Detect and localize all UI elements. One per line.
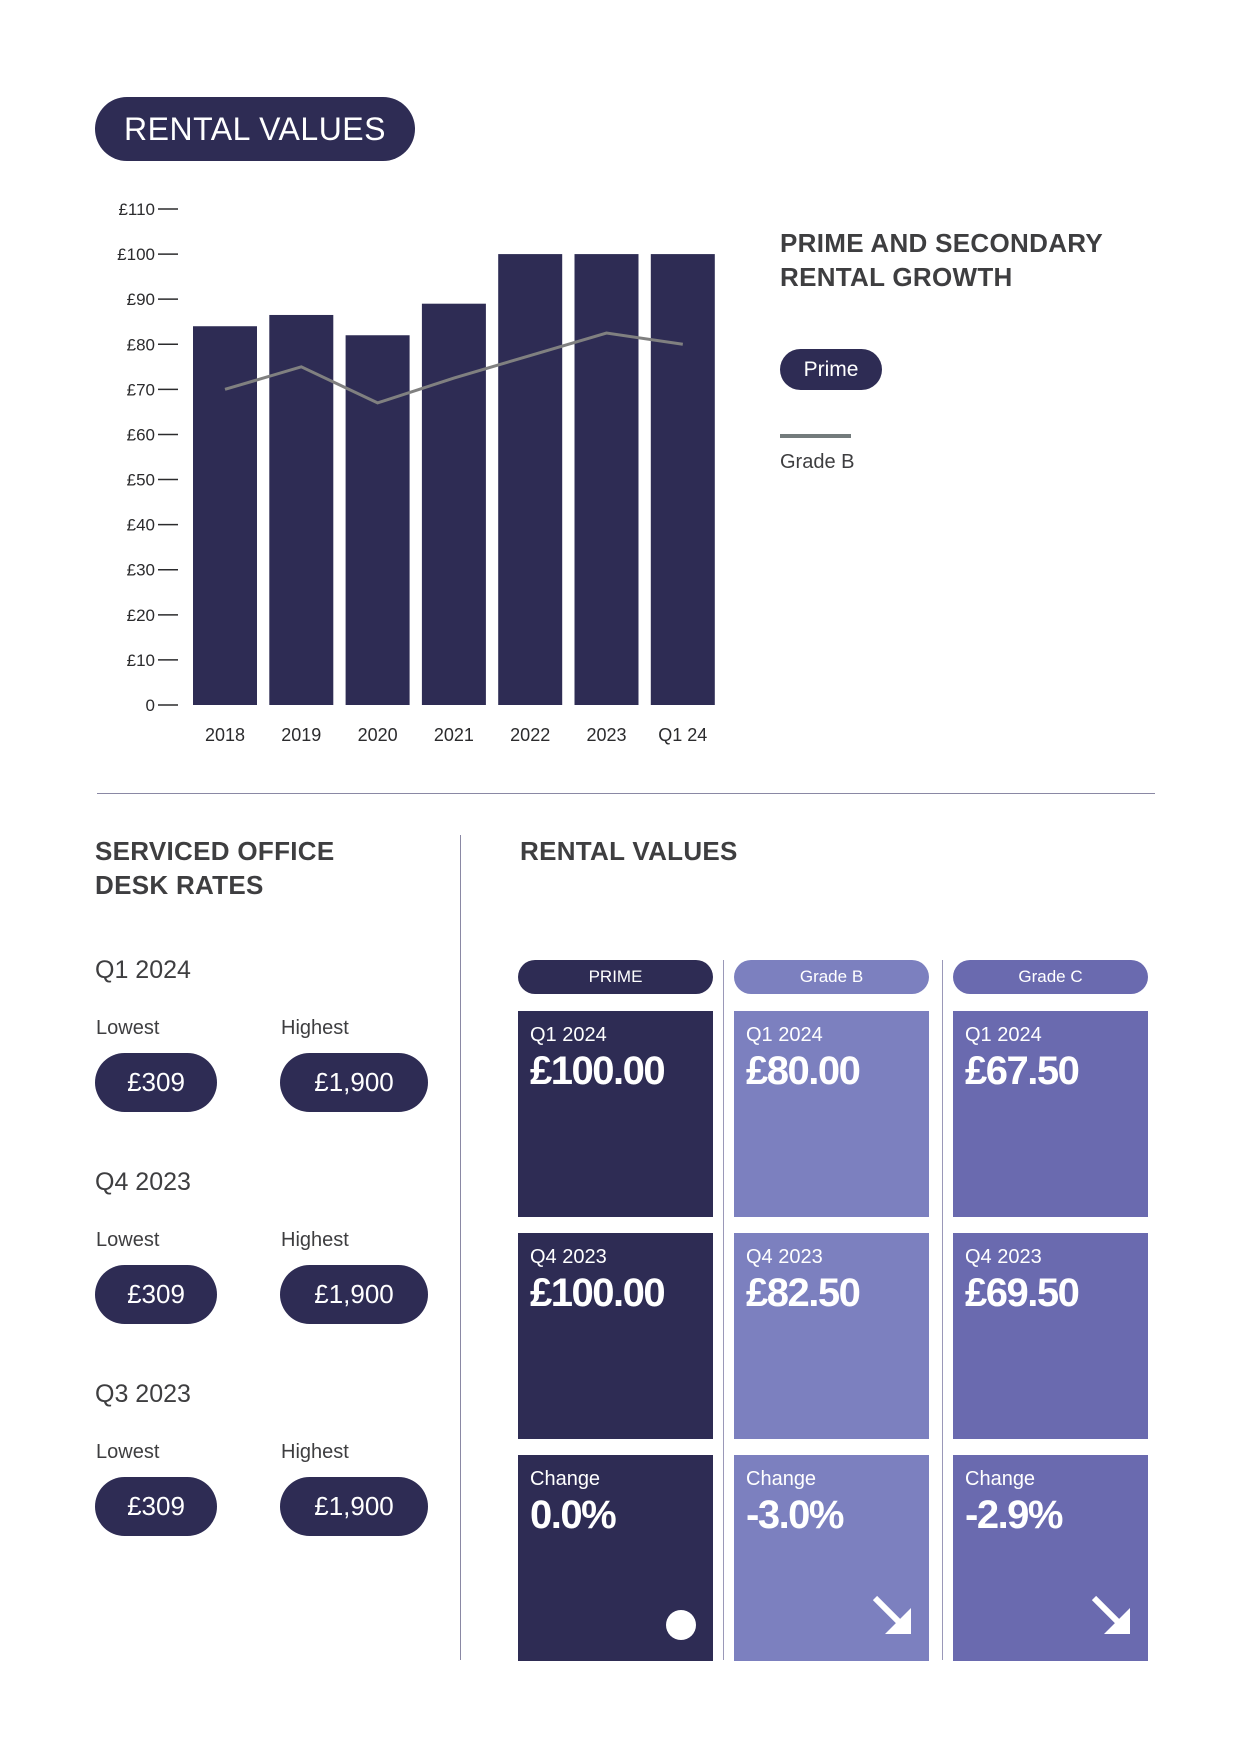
- y-tick-label: £50: [127, 471, 155, 490]
- x-tick-label: 2020: [358, 725, 398, 745]
- y-tick-label: 0: [146, 696, 155, 715]
- card-label: Q1 2024: [530, 1024, 607, 1046]
- highest-value-pill: £1,900: [280, 1053, 428, 1112]
- card-label: Q4 2023: [965, 1246, 1042, 1268]
- card-value: £80.00: [746, 1049, 861, 1093]
- section-divider: [97, 793, 1155, 794]
- rental-values-title: RENTAL VALUES: [520, 836, 738, 866]
- desk-rates-title: SERVICED OFFICE DESK RATES: [95, 834, 335, 902]
- lowest-value-pill: £309: [95, 1265, 217, 1324]
- lowest-value-pill: £309: [95, 1053, 217, 1112]
- chart-legend-title: PRIME AND SECONDARY RENTAL GROWTH: [780, 226, 1140, 294]
- y-tick-label: £80: [127, 335, 155, 354]
- y-tick-label: £90: [127, 290, 155, 309]
- period-heading: Q1 2024: [95, 956, 191, 984]
- y-tick-label: £70: [127, 380, 155, 399]
- card-label: Q4 2023: [746, 1246, 823, 1268]
- legend-prime-swatch: Prime: [780, 349, 882, 390]
- y-tick-label: £40: [127, 516, 155, 535]
- highest-label: Highest: [281, 1441, 349, 1463]
- card-value: 0.0%: [530, 1493, 617, 1537]
- y-tick-label: £100: [117, 245, 155, 264]
- x-tick-label: 2023: [586, 725, 626, 745]
- highest-value-pill: £1,900: [280, 1265, 428, 1324]
- rental-card-grade-c-q1-2024: Q1 2024 £67.50: [953, 1011, 1148, 1217]
- highest-value-pill: £1,900: [280, 1477, 428, 1536]
- card-label: Change: [965, 1468, 1036, 1490]
- rental-card-prime-q1-2024: Q1 2024 £100.00: [518, 1011, 713, 1217]
- card-value: £69.50: [965, 1271, 1080, 1315]
- card-value: -2.9%: [965, 1493, 1064, 1537]
- line-grade-b: [224, 331, 684, 405]
- column-divider: [460, 835, 461, 1660]
- x-tick-label: 2019: [281, 725, 321, 745]
- card-label: Q4 2023: [530, 1246, 607, 1268]
- card-value: £100.00: [530, 1271, 666, 1315]
- highest-label: Highest: [281, 1229, 349, 1251]
- lowest-value-pill: £309: [95, 1477, 217, 1536]
- card-value: £82.50: [746, 1271, 861, 1315]
- x-tick-label: 2022: [510, 725, 550, 745]
- grid-column-divider: [942, 960, 943, 1660]
- rental-card-grade-b-q4-2023: Q4 2023 £82.50: [734, 1233, 929, 1439]
- desk-rates-title-line2: DESK RATES: [95, 870, 264, 900]
- legend-grade-b-label: Grade B: [780, 451, 855, 473]
- chart-canvas: 0 £10 £20 £30 £40 £50 £60 £70 £80 £90 £100 £110 2018…: [117, 200, 715, 745]
- x-tick-label: 2018: [205, 725, 245, 745]
- bar-prime: [193, 326, 257, 705]
- rental-card-grade-b-change: Change -3.0%: [734, 1455, 929, 1661]
- rental-card-prime-change: Change 0.0%: [518, 1455, 713, 1661]
- bar-prime: [421, 303, 486, 705]
- legend-title-line2: RENTAL GROWTH: [780, 262, 1013, 292]
- card-value: £67.50: [965, 1049, 1080, 1093]
- grid-column-divider: [723, 960, 724, 1660]
- rental-card-grade-c-change: Change -2.9%: [953, 1455, 1148, 1661]
- column-header-grade-c: Grade C: [953, 960, 1148, 994]
- legend-title-line1: PRIME AND SECONDARY: [780, 228, 1104, 258]
- bar-prime: [498, 254, 563, 705]
- card-value: -3.0%: [746, 1493, 845, 1537]
- rental-card-prime-q4-2023: Q4 2023 £100.00: [518, 1233, 713, 1439]
- rental-card-grade-c-q4-2023: Q4 2023 £69.50: [953, 1233, 1148, 1439]
- card-label: Change: [746, 1468, 817, 1490]
- period-heading: Q4 2023: [95, 1168, 191, 1196]
- arrow-down-right-icon: [871, 1594, 913, 1641]
- desk-rates-title-line1: SERVICED OFFICE: [95, 836, 335, 866]
- column-header-prime: PRIME: [518, 960, 713, 994]
- card-label: Q1 2024: [746, 1024, 823, 1046]
- y-tick-label: £110: [118, 200, 155, 219]
- y-tick-label: £20: [127, 606, 155, 625]
- y-tick-label: £30: [127, 561, 155, 580]
- column-header-grade-b: Grade B: [734, 960, 929, 994]
- arrow-down-right-icon: [1090, 1594, 1132, 1641]
- bar-prime: [574, 254, 639, 705]
- period-heading: Q3 2023: [95, 1380, 191, 1408]
- section-title-pill: RENTAL VALUES: [95, 97, 415, 161]
- y-tick-label: £60: [127, 425, 155, 444]
- lowest-label: Lowest: [96, 1229, 160, 1251]
- rental-growth-chart: 0 £10 £20 £30 £40 £50 £60 £70 £80 £90 £100 £110 2018…: [100, 190, 740, 770]
- lowest-label: Lowest: [96, 1017, 160, 1039]
- bar-prime: [650, 254, 715, 705]
- card-value: £100.00: [530, 1049, 666, 1093]
- x-tick-label: Q1 24: [658, 725, 707, 745]
- highest-label: Highest: [281, 1017, 349, 1039]
- card-label: Change: [530, 1468, 601, 1490]
- card-label: Q1 2024: [965, 1024, 1042, 1046]
- y-tick-label: £10: [127, 651, 155, 670]
- rental-card-grade-b-q1-2024: Q1 2024 £80.00: [734, 1011, 929, 1217]
- x-tick-label: 2021: [434, 725, 474, 745]
- lowest-label: Lowest: [96, 1441, 160, 1463]
- legend-grade-b-line-icon: [780, 434, 851, 438]
- bar-prime: [269, 314, 334, 705]
- dot-icon: [665, 1609, 697, 1646]
